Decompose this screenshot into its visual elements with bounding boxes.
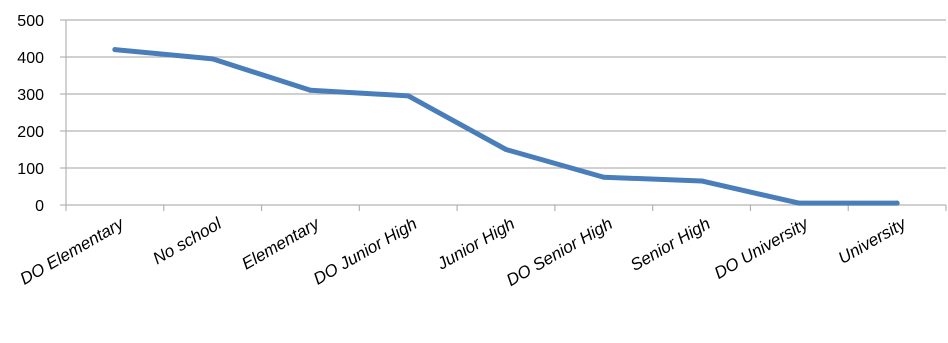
series-line [112, 47, 900, 206]
series-layer [112, 47, 900, 206]
data-point [307, 87, 313, 93]
gridlines [66, 19, 946, 169]
x-tick-label: DO Junior High [310, 214, 420, 289]
x-tick-label: Junior High [433, 214, 518, 274]
y-tick-label: 200 [17, 124, 44, 141]
data-point [405, 93, 411, 99]
data-point [601, 174, 607, 180]
y-tick-label: 500 [17, 13, 44, 30]
data-point [699, 178, 705, 184]
data-point [210, 56, 216, 62]
y-axis-ticks: 0 100 200 300 400 500 [17, 13, 66, 215]
data-point [503, 147, 509, 152]
x-tick-label: Senior High [627, 214, 713, 275]
data-point [894, 200, 900, 206]
x-tick-label: No school [150, 213, 226, 268]
y-tick-label: 0 [35, 198, 44, 215]
y-tick-label: 300 [17, 87, 44, 104]
x-tick-label: DO Senior High [503, 214, 616, 290]
y-tick-label: 100 [17, 161, 44, 178]
x-tick-label: DO Elementary [17, 213, 128, 288]
x-tick-label: University [835, 213, 910, 268]
data-point [796, 200, 802, 206]
y-tick-label: 400 [17, 50, 44, 67]
x-tick-label: DO University [711, 213, 813, 283]
x-tick-label: Elementary [238, 213, 323, 273]
axes [65, 20, 946, 206]
data-point [112, 47, 118, 53]
